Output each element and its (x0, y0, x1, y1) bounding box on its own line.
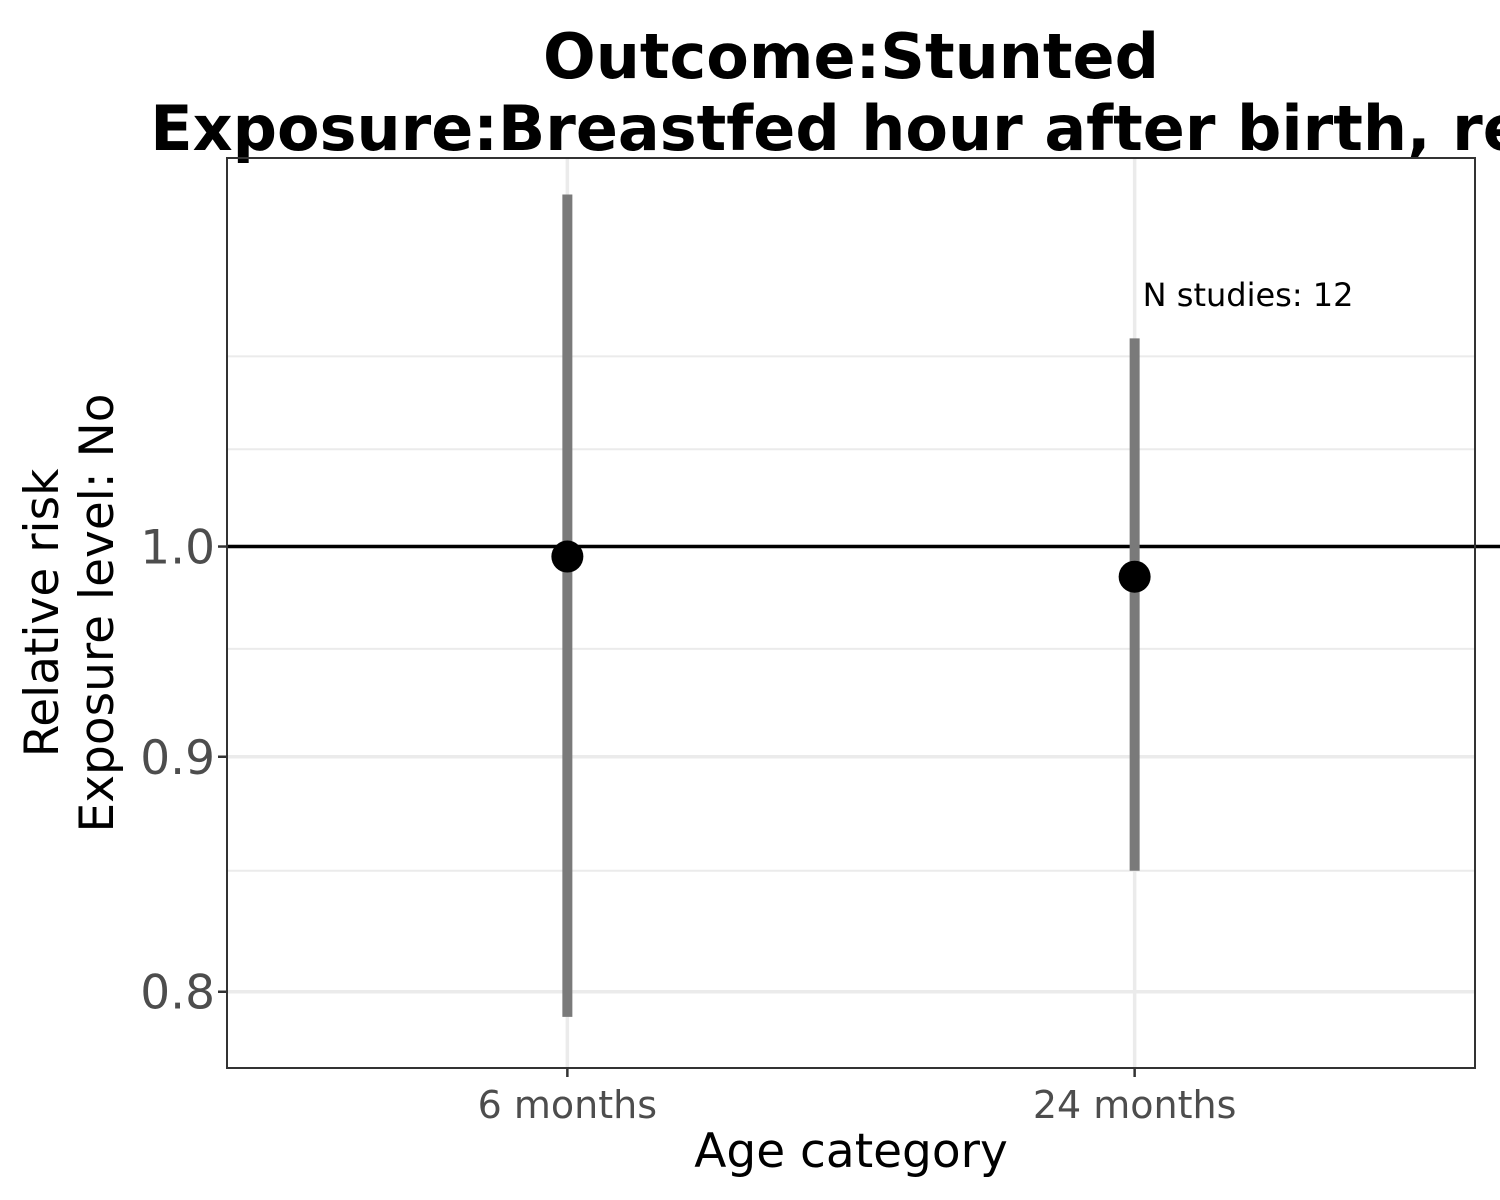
y-axis: 0.8 0.9 1.0 (140, 521, 227, 1021)
annotation-n-studies: N studies: 12 (1143, 276, 1354, 314)
y-tick-label: 1.0 (140, 521, 215, 576)
point-estimate (1118, 560, 1151, 593)
x-axis: 6 months 24 months (478, 1068, 1237, 1127)
x-tick-label: 24 months (1033, 1083, 1237, 1127)
points (551, 540, 1151, 593)
chart-title: Outcome:Stunted Exposure:Breastfed hour … (150, 20, 1500, 165)
x-tick-label: 6 months (478, 1083, 657, 1127)
panel-border (226, 157, 1476, 1069)
y-axis-title-line-1: Relative risk (15, 468, 70, 757)
point-estimate (551, 540, 584, 573)
y-axis-title-line-2: Exposure level: No (70, 394, 125, 833)
chart-title-line-1: Outcome:Stunted (543, 20, 1159, 93)
chart-title-line-2: Exposure:Breastfed hour after birth, ref (150, 92, 1500, 165)
y-tick-label: 0.8 (140, 966, 215, 1021)
x-axis-title: Age category (694, 1124, 1008, 1179)
error-bars (562, 194, 1140, 1017)
y-tick-label: 0.9 (140, 731, 215, 786)
